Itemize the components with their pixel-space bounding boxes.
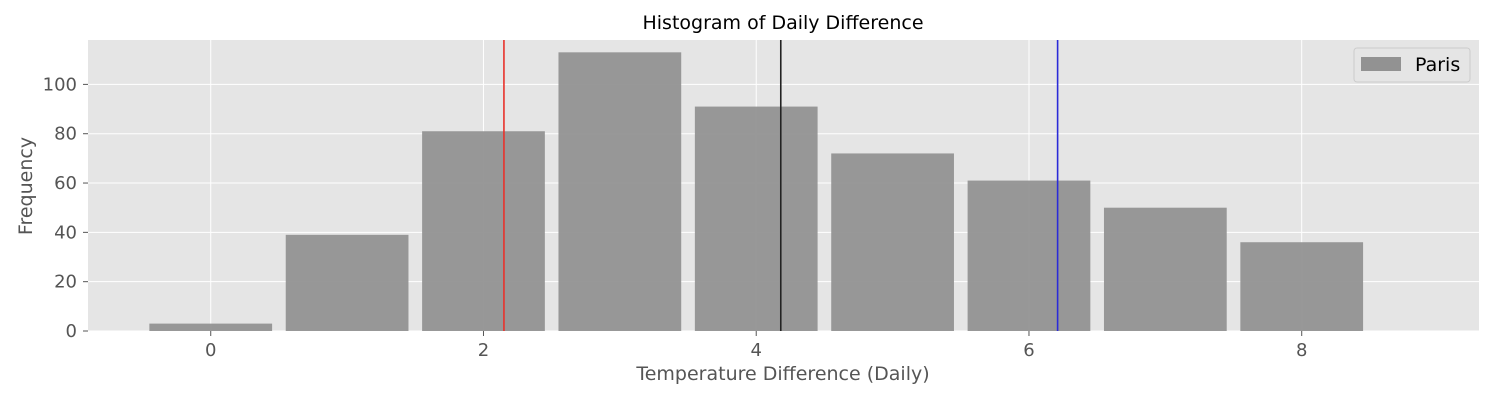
histogram-bar xyxy=(1103,207,1227,331)
y-tick-label: 100 xyxy=(43,74,77,95)
y-tick-label: 80 xyxy=(54,124,77,145)
chart-title: Histogram of Daily Difference xyxy=(642,12,923,34)
y-axis-ticks: 0 20 40 60 80 100 xyxy=(43,74,88,342)
histogram-bar xyxy=(149,323,273,331)
histogram-bar xyxy=(422,131,545,331)
histogram-bar xyxy=(1240,242,1364,331)
x-tick-label: 4 xyxy=(750,340,761,361)
histogram-bar xyxy=(967,180,1091,331)
y-tick-label: 60 xyxy=(54,173,77,194)
legend-label-paris: Paris xyxy=(1415,54,1460,76)
histogram-bar xyxy=(694,106,818,331)
y-tick-label: 20 xyxy=(54,272,77,293)
x-tick-label: 8 xyxy=(1296,340,1307,361)
x-tick-label: 0 xyxy=(205,340,216,361)
y-axis-label: Frequency xyxy=(15,137,37,235)
x-tick-label: 2 xyxy=(478,340,489,361)
histogram-bar xyxy=(558,52,682,332)
histogram-bar xyxy=(831,153,954,331)
y-tick-label: 40 xyxy=(54,222,77,243)
legend-box xyxy=(1353,47,1471,83)
legend-swatch xyxy=(1361,57,1401,71)
legend: Paris xyxy=(1353,47,1471,83)
bars xyxy=(149,52,1364,332)
y-tick-label: 0 xyxy=(66,321,77,342)
x-axis-label: Temperature Difference (Daily) xyxy=(635,363,929,385)
x-axis-ticks: 0 2 4 6 8 xyxy=(205,331,1307,361)
reference-lines xyxy=(503,40,1059,331)
histogram-bar xyxy=(285,234,409,331)
x-tick-label: 6 xyxy=(1023,340,1034,361)
